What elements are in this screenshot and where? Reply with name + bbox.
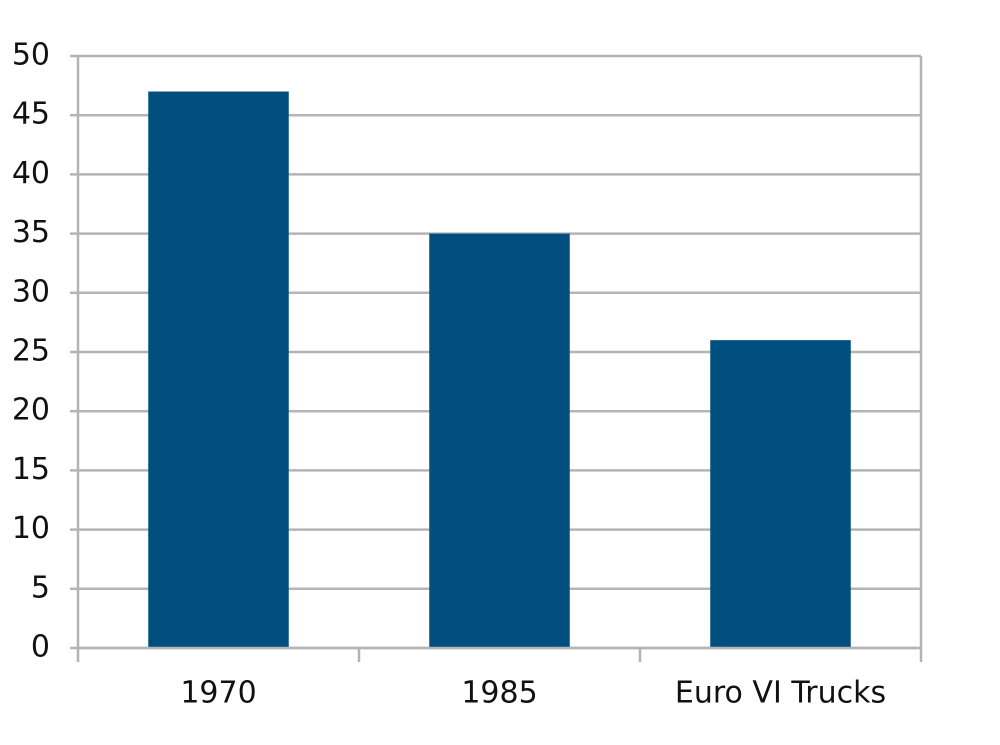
- y-tick-label: 40: [12, 156, 50, 191]
- bar: [710, 340, 851, 648]
- bar: [148, 91, 289, 648]
- y-tick-label: 35: [12, 215, 50, 250]
- y-tick-label: 50: [12, 38, 50, 73]
- y-tick-label: 15: [12, 452, 50, 487]
- y-tick-label: 0: [31, 630, 50, 665]
- x-tick-label: Euro VI Trucks: [675, 676, 886, 711]
- y-tick-label: 10: [12, 511, 50, 546]
- bar: [429, 233, 570, 648]
- y-tick-label: 5: [31, 570, 50, 605]
- y-tick-label: 45: [12, 97, 50, 132]
- x-tick-label: 1985: [461, 676, 537, 711]
- y-tick-label: 25: [12, 334, 50, 369]
- y-tick-label: 20: [12, 393, 50, 428]
- y-tick-label: 30: [12, 274, 50, 309]
- x-tick-label: 1970: [180, 676, 256, 711]
